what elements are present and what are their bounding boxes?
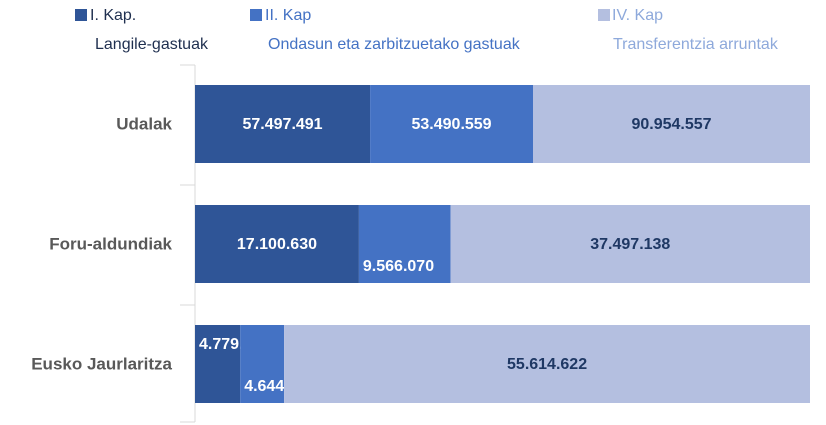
bar-segment bbox=[195, 85, 371, 163]
legend-label: Langile-gastuak bbox=[95, 36, 209, 53]
category-label: Udalak bbox=[116, 114, 172, 133]
value-label: 55.614.622 bbox=[507, 356, 587, 373]
category-label: Foru-aldundiak bbox=[49, 234, 172, 253]
legend-label: Transferentzia arruntak bbox=[613, 36, 779, 53]
bar-segment bbox=[240, 325, 285, 403]
bar-segment bbox=[284, 325, 810, 403]
bar-segment bbox=[450, 205, 810, 283]
value-label: 9.566.070 bbox=[363, 258, 434, 275]
value-label: 17.100.630 bbox=[237, 236, 317, 253]
value-label: 53.490.559 bbox=[412, 116, 492, 133]
bar-segment bbox=[358, 205, 451, 283]
bar-segment bbox=[195, 325, 241, 403]
legend-label: I. Kap. bbox=[90, 7, 136, 24]
bar-segment bbox=[533, 85, 810, 163]
bar-segment bbox=[195, 205, 359, 283]
bar-segment bbox=[370, 85, 534, 163]
legend-label: II. Kap bbox=[265, 7, 311, 24]
value-label: 37.497.138 bbox=[590, 236, 670, 253]
legend-label: IV. Kap bbox=[612, 7, 663, 24]
legend-swatch bbox=[250, 9, 262, 21]
legend-swatch bbox=[75, 9, 87, 21]
value-label: 57.497.491 bbox=[243, 116, 323, 133]
value-label: 90.954.557 bbox=[631, 116, 711, 133]
category-label: Eusko Jaurlaritza bbox=[31, 354, 172, 373]
legend-swatch bbox=[598, 9, 610, 21]
legend-label: Ondasun eta zarbitzuetako gastuak bbox=[268, 36, 521, 53]
